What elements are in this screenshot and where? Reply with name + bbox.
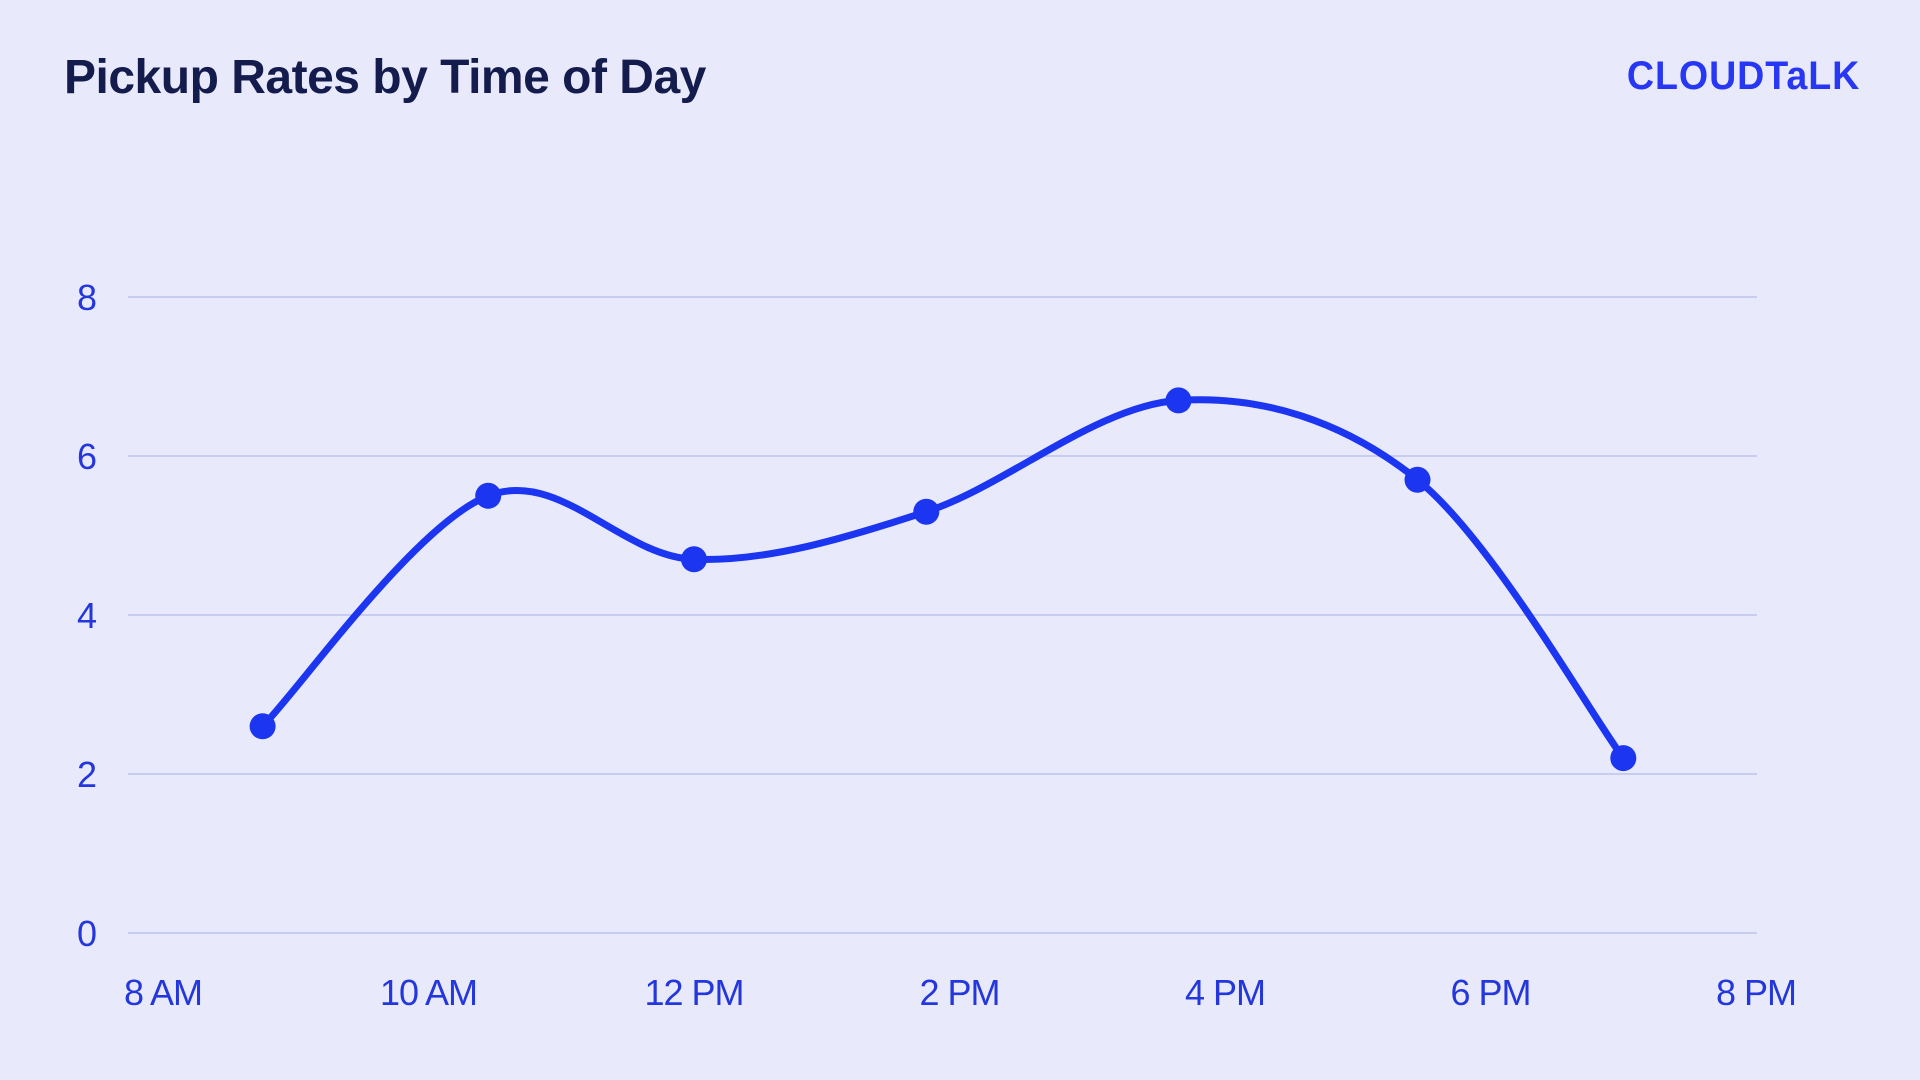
data-point xyxy=(913,498,940,525)
y-axis-tick-label: 6 xyxy=(77,436,96,477)
data-point xyxy=(1610,745,1637,772)
x-axis-tick-label: 10 AM xyxy=(380,972,477,1013)
x-axis-tick-label: 2 PM xyxy=(919,972,999,1013)
x-axis-tick-label: 8 AM xyxy=(124,972,202,1013)
pickup-rate-line xyxy=(259,396,1627,762)
y-axis-tick-label: 2 xyxy=(77,754,96,795)
cloudtalk-logo: CLOUDTaLK xyxy=(1626,54,1860,98)
y-axis-tick-label: 8 xyxy=(77,277,96,318)
x-axis-tick-label: 8 PM xyxy=(1716,972,1796,1013)
y-axis-tick-label: 4 xyxy=(77,595,96,636)
data-point xyxy=(681,546,707,573)
data-point xyxy=(249,713,276,740)
page-title: Pickup Rates by Time of Day xyxy=(64,51,706,104)
x-axis-tick-label: 6 PM xyxy=(1450,972,1530,1013)
data-point xyxy=(1404,466,1431,493)
x-axis-tick-label: 12 PM xyxy=(644,972,743,1013)
data-point xyxy=(475,482,502,509)
x-axis-tick-label: 4 PM xyxy=(1185,972,1265,1013)
y-axis-tick-label: 0 xyxy=(77,913,96,954)
data-point xyxy=(1165,387,1192,414)
